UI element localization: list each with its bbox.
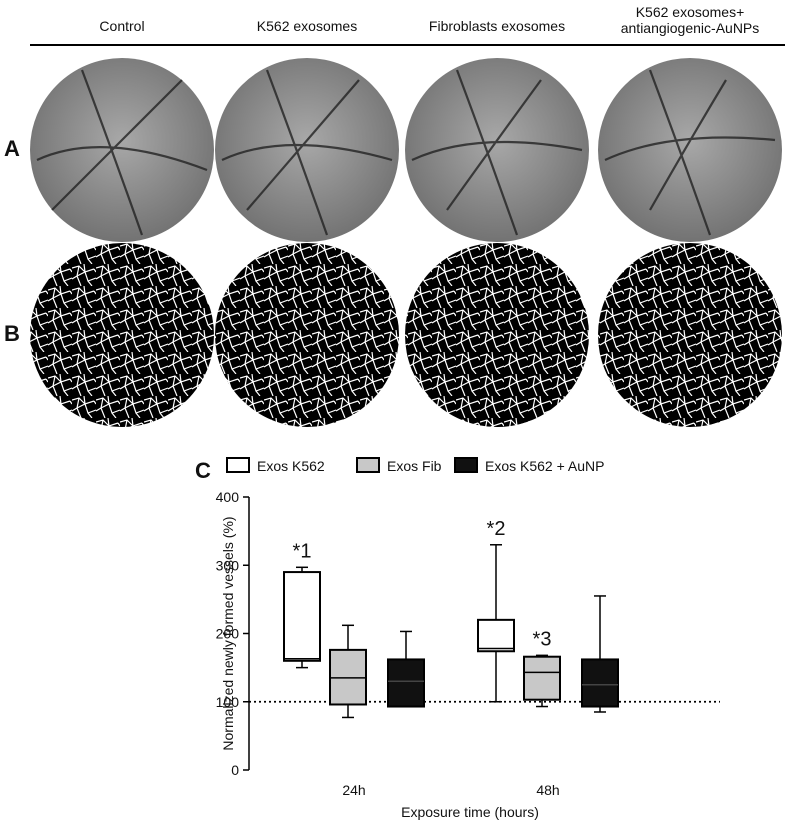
annotation: *2 [487, 518, 506, 540]
vessel [36, 69, 208, 236]
vessel-mask [405, 243, 589, 427]
box [581, 658, 619, 708]
legend-label: Exos K562 [257, 458, 325, 474]
box [283, 571, 321, 662]
legend-swatch [226, 457, 250, 473]
box [387, 658, 425, 708]
vessel [411, 69, 583, 236]
y-tick-label: 200 [216, 626, 240, 642]
box [523, 655, 561, 701]
y-tick-label: 100 [216, 694, 240, 710]
cam-photo [215, 58, 399, 242]
annotation: *1 [293, 540, 312, 562]
column-header: K562 exosomes [257, 18, 357, 34]
vessel-mask [30, 243, 214, 427]
vessel-mask [215, 243, 399, 427]
cam-photo [405, 58, 589, 242]
cam-photo [30, 58, 214, 242]
y-tick-label: 400 [216, 489, 240, 505]
legend-label: Exos Fib [387, 458, 442, 474]
box [477, 618, 515, 653]
y-axis-title: Normalized newly formed vessels (%) [220, 516, 236, 750]
column-header: Fibroblasts exosomes [429, 18, 565, 34]
legend-swatch [454, 457, 478, 473]
y-tick-label: 0 [231, 762, 239, 778]
annotation: *3 [533, 628, 552, 650]
x-tick-label: 24h [342, 782, 365, 798]
column-header: K562 exosomes+ antiangiogenic-AuNPs [621, 4, 760, 36]
cam-photo [598, 58, 782, 242]
vessel-mask [598, 243, 782, 427]
legend-swatch [356, 457, 380, 473]
column-header: Control [99, 18, 144, 34]
x-tick-label: 48h [536, 782, 559, 798]
row-label: B [4, 321, 20, 346]
row-label: A [4, 136, 20, 161]
vessel [221, 69, 393, 236]
panel-label: C [195, 458, 211, 483]
legend-label: Exos K562 + AuNP [485, 458, 604, 474]
x-axis-title: Exposure time (hours) [401, 804, 539, 820]
vessel [604, 69, 776, 236]
y-tick-label: 300 [216, 557, 240, 573]
